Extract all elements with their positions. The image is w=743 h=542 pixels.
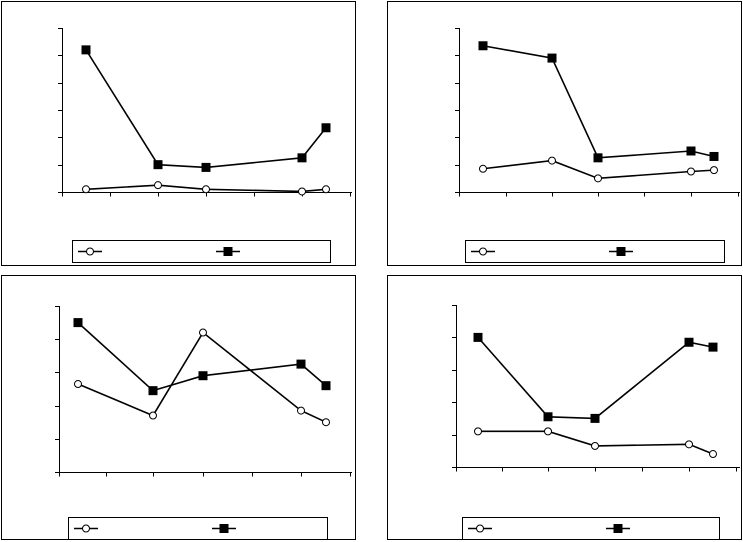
legend	[72, 240, 331, 263]
data-point-circle	[298, 187, 306, 196]
data-point-circle	[74, 380, 82, 389]
legend-box	[72, 240, 331, 263]
data-point-square	[73, 318, 83, 328]
data-point-square	[201, 162, 211, 172]
legend-marker-square	[219, 524, 229, 533]
data-point-circle	[322, 185, 330, 194]
data-point-circle	[709, 450, 717, 459]
data-point-square	[543, 412, 553, 422]
legend-marker-circle	[86, 247, 94, 256]
legend-box	[68, 517, 328, 540]
data-point-circle	[322, 418, 330, 427]
data-point-square	[297, 153, 307, 163]
data-point-square	[153, 160, 163, 170]
data-point-circle	[544, 427, 552, 436]
chart-panel-3	[1, 275, 356, 540]
data-point-circle	[82, 185, 90, 194]
data-point-circle	[591, 441, 599, 450]
chart-frame	[1, 1, 356, 266]
legend	[465, 240, 725, 263]
chart-panel-2	[387, 1, 742, 266]
data-point-square	[684, 337, 694, 347]
chart-panel-1	[1, 1, 356, 266]
legend-box	[465, 240, 725, 263]
data-point-circle	[710, 166, 718, 175]
data-point-circle	[548, 156, 556, 165]
data-point-circle	[687, 167, 695, 176]
data-point-square	[686, 146, 696, 156]
data-point-square	[296, 359, 306, 369]
data-point-square	[590, 413, 600, 423]
data-point-circle	[594, 174, 602, 183]
data-point-circle	[154, 181, 162, 190]
legend-marker-square	[613, 524, 623, 533]
data-point-circle	[474, 427, 482, 436]
data-point-square	[593, 153, 603, 163]
data-point-square	[709, 151, 719, 161]
data-point-square	[81, 45, 91, 55]
data-point-circle	[149, 411, 157, 420]
data-point-circle	[479, 164, 487, 173]
data-point-square	[708, 342, 718, 352]
data-point-square	[321, 381, 331, 391]
legend-marker-square	[616, 247, 626, 256]
legend-marker-circle	[479, 247, 487, 256]
data-point-square	[198, 371, 208, 381]
data-point-square	[547, 53, 557, 63]
data-point-square	[148, 386, 158, 396]
data-point-circle	[202, 185, 210, 194]
legend	[462, 517, 720, 540]
legend-marker-square	[223, 247, 233, 256]
chart-frame	[387, 275, 742, 540]
legend-marker-circle	[476, 524, 484, 533]
chart-panel-4	[387, 275, 742, 540]
chart-frame	[387, 1, 742, 266]
data-point-circle	[297, 406, 305, 415]
legend	[68, 517, 328, 540]
legend-marker-circle	[82, 524, 90, 533]
data-point-circle	[685, 440, 693, 449]
data-point-square	[321, 123, 331, 133]
legend-box	[462, 517, 720, 540]
data-point-square	[473, 332, 483, 342]
data-point-square	[478, 41, 488, 51]
data-point-circle	[199, 328, 207, 337]
